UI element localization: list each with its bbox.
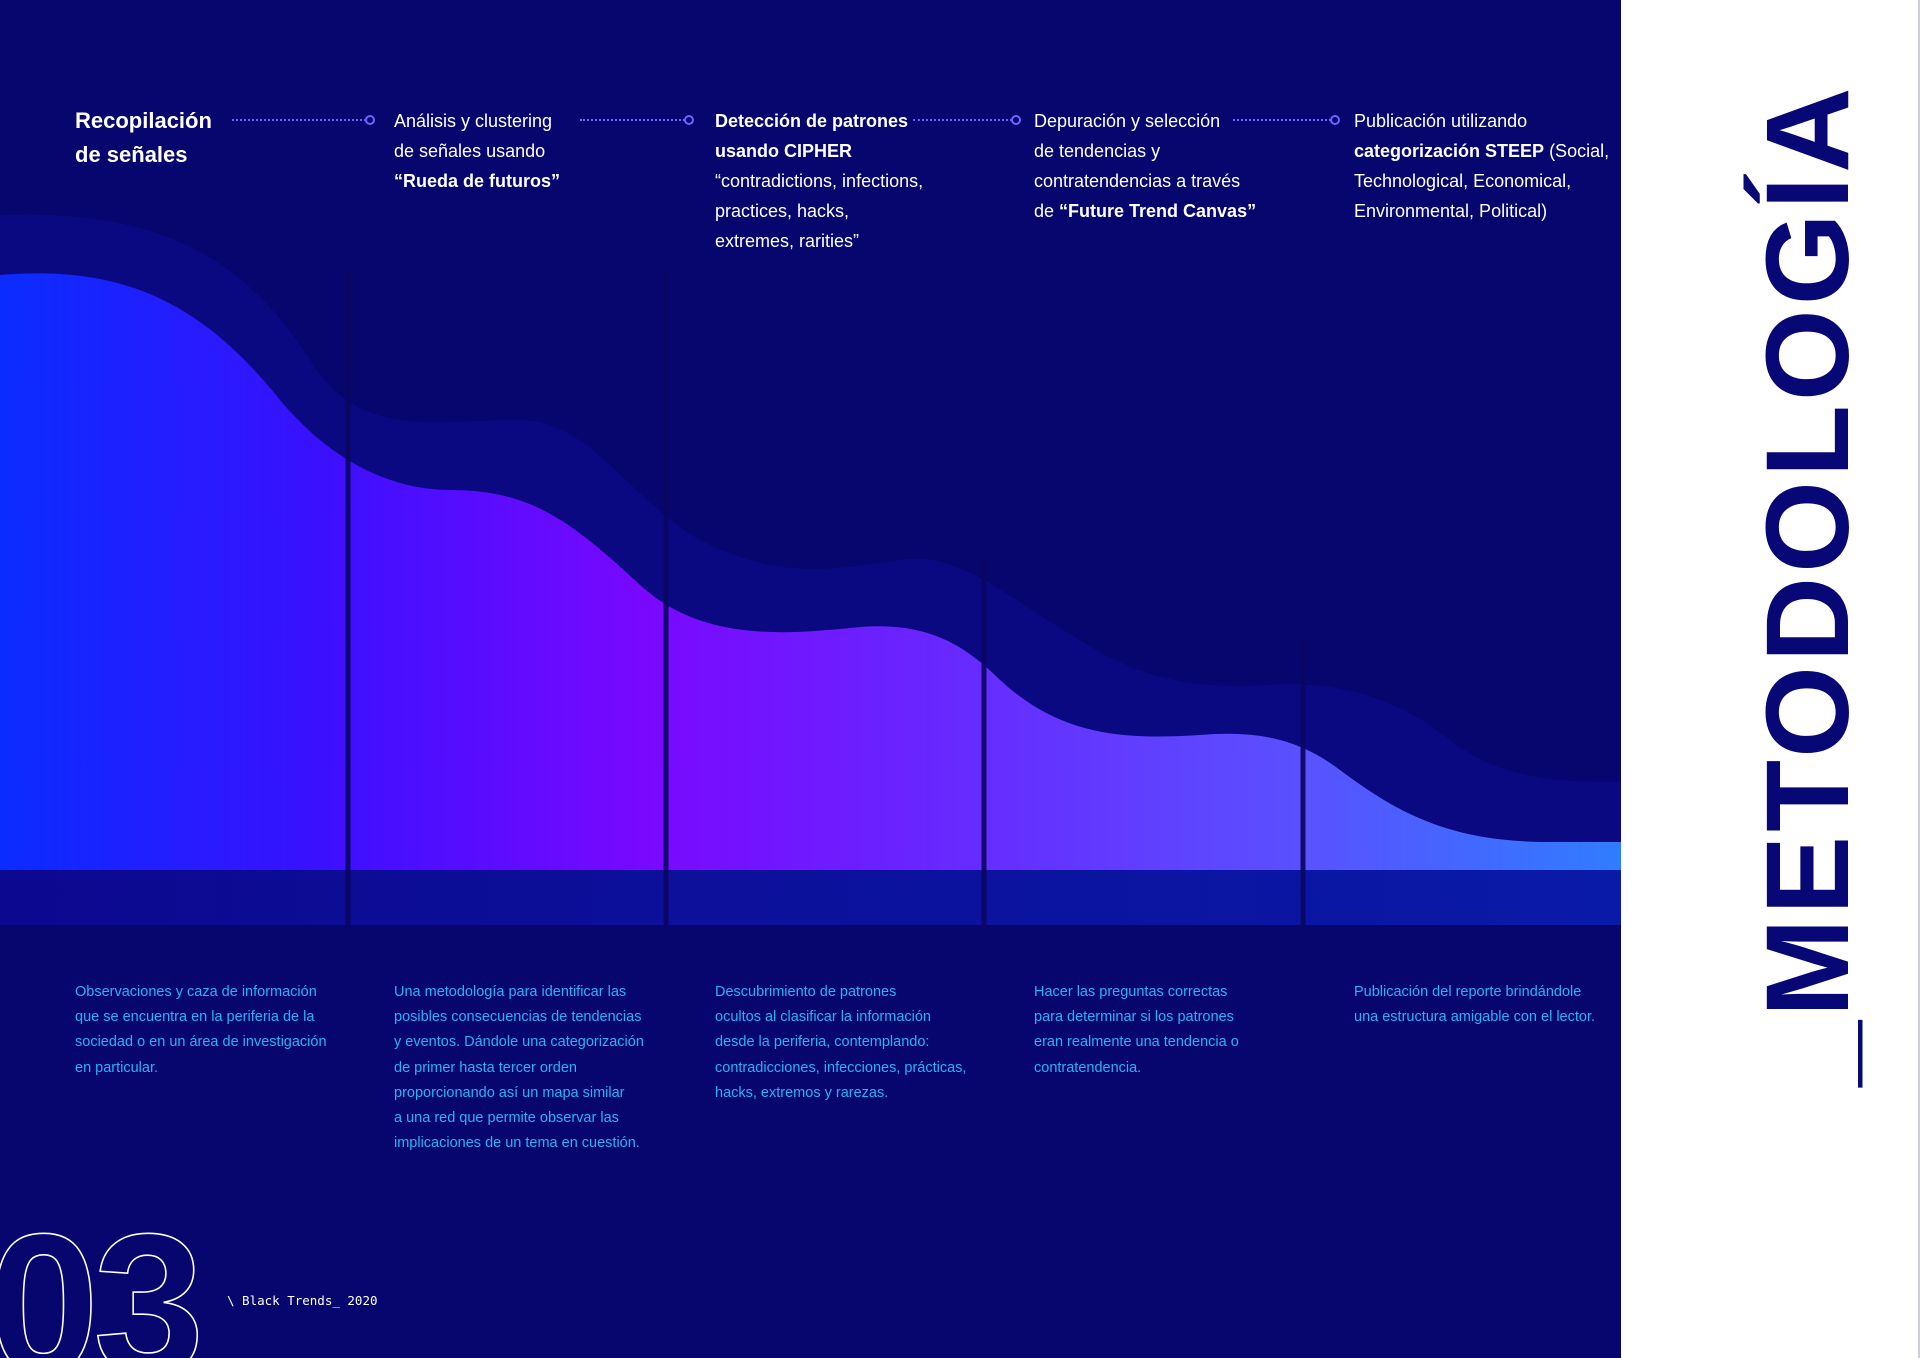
- description-1: Observaciones y caza de información que …: [75, 980, 340, 1081]
- page-edge: [1918, 0, 1920, 1358]
- step-4: Depuración y selección de tendencias y c…: [1034, 106, 1294, 226]
- description-2: Una metodología para identificar las pos…: [394, 980, 659, 1156]
- step-4-line-2: de tendencias y: [1034, 141, 1161, 161]
- description-line: en particular.: [75, 1059, 159, 1076]
- connector-dot: [365, 115, 375, 125]
- connector-dot: [1330, 115, 1340, 125]
- connector-dot: [684, 115, 694, 125]
- description-line: contradicciones, infecciones, prácticas,: [715, 1059, 967, 1076]
- description-line: Observaciones y caza de información: [75, 984, 317, 1000]
- step-1-line-2: de señales: [75, 142, 188, 167]
- description-line: ocultos al clasificar la información: [715, 1009, 931, 1026]
- description-line: implicaciones de un tema en cuestión.: [394, 1135, 640, 1152]
- footer-text: \ Black Trends_ 2020: [227, 1293, 378, 1308]
- description-line: a una red que permite observar las: [394, 1110, 619, 1127]
- description-line: desde la periferia, contemplando:: [715, 1034, 930, 1051]
- step-3-line-3: “contradictions, infections,: [715, 171, 924, 191]
- step-1-line-1: Recopilación: [75, 108, 212, 133]
- description-line: y eventos. Dándole una categorización: [394, 1034, 644, 1051]
- page-title: _METODOLOGÍA: [1742, 83, 1874, 1087]
- step-4-line-3: contratendencias a través: [1034, 171, 1241, 191]
- step-3-line-2: usando CIPHER: [715, 141, 853, 161]
- step-3-line-4: practices, hacks,: [715, 201, 850, 221]
- description-3: Descubrimiento de patrones ocultos al cl…: [715, 980, 980, 1106]
- step-5-line-2: categorización STEEP (Social,: [1354, 141, 1610, 161]
- connector-2: [580, 115, 694, 125]
- description-5: Publicación del reporte brindándole una …: [1354, 980, 1619, 1030]
- step-5: Publicación utilizando categorización ST…: [1354, 106, 1621, 226]
- step-5-line-1: Publicación utilizando: [1354, 111, 1528, 131]
- step-3-line-5: extremes, rarities”: [715, 231, 860, 251]
- description-line: contratendencia.: [1034, 1059, 1142, 1076]
- step-4-line-4: de “Future Trend Canvas”: [1034, 201, 1257, 221]
- step-2: Análisis y clustering de señales usando …: [394, 106, 654, 196]
- step-4-line-1: Depuración y selección: [1034, 111, 1221, 131]
- step-1: Recopilación de señales: [75, 104, 335, 172]
- description-line: sociedad o en un área de investigación: [75, 1034, 327, 1051]
- connector-1: [232, 115, 375, 125]
- step-2-line-2: de señales usando: [394, 141, 546, 161]
- step-2-line-3: “Rueda de futuros”: [394, 171, 561, 191]
- step-2-line-1: Análisis y clustering: [394, 111, 553, 131]
- wave-graphic: [0, 214, 1621, 925]
- description-4: Hacer las preguntas correctas para deter…: [1034, 980, 1299, 1081]
- connector-dot: [1011, 115, 1021, 125]
- connector-3: [913, 115, 1021, 125]
- description-line: Publicación del reporte brindándole: [1354, 984, 1582, 1000]
- page-number: 03: [0, 1193, 205, 1358]
- description-line: de primer hasta tercer orden: [394, 1059, 577, 1076]
- step-5-line-4: Environmental, Political): [1354, 201, 1548, 221]
- description-line: proporcionando así un mapa similar: [394, 1084, 625, 1101]
- step-5-line-3: Technological, Economical,: [1354, 171, 1572, 191]
- description-line: Hacer las preguntas correctas: [1034, 984, 1228, 1000]
- step-3: Detección de patrones usando CIPHER “con…: [715, 106, 975, 256]
- description-line: una estructura amigable con el lector.: [1354, 1009, 1595, 1026]
- description-line: para determinar si los patrones: [1034, 1009, 1234, 1026]
- description-line: posibles consecuencias de tendencias: [394, 1009, 642, 1026]
- title-column: _METODOLOGÍA: [1621, 0, 1920, 1358]
- connector-4: [1233, 115, 1340, 125]
- methodology-panel: Recopilación de señales Análisis y clust…: [0, 0, 1621, 1358]
- description-line: eran realmente una tendencia o: [1034, 1034, 1239, 1051]
- description-line: Una metodología para identificar las: [394, 984, 627, 1000]
- description-line: Descubrimiento de patrones: [715, 984, 897, 1000]
- step-3-line-1: Detección de patrones: [715, 111, 909, 131]
- description-line: que se encuentra en la periferia de la: [75, 1009, 315, 1026]
- description-line: hacks, extremos y rarezas.: [715, 1084, 889, 1101]
